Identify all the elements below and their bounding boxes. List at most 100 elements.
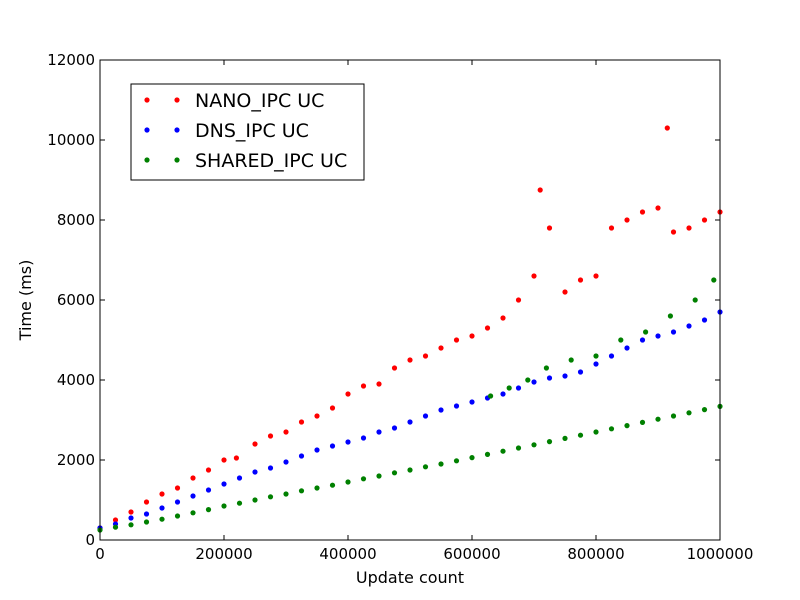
data-point bbox=[252, 469, 258, 475]
data-point bbox=[608, 426, 615, 432]
data-point bbox=[128, 509, 134, 515]
data-point bbox=[692, 297, 698, 303]
data-point bbox=[701, 407, 708, 413]
data-point bbox=[577, 277, 584, 283]
data-point bbox=[667, 313, 674, 319]
data-point bbox=[618, 337, 624, 343]
data-point bbox=[376, 473, 382, 479]
data-point bbox=[174, 485, 181, 491]
data-point bbox=[608, 225, 615, 231]
data-point bbox=[546, 375, 553, 381]
data-point bbox=[360, 476, 367, 482]
data-point bbox=[484, 325, 491, 331]
data-point bbox=[283, 429, 289, 435]
data-point bbox=[236, 475, 243, 481]
x-tick-label: 1000000 bbox=[687, 545, 754, 563]
x-tick-label: 0 bbox=[95, 545, 105, 563]
data-point bbox=[531, 379, 537, 385]
data-point bbox=[376, 381, 382, 387]
data-point bbox=[577, 432, 584, 438]
data-point bbox=[267, 465, 274, 471]
x-tick-label: 200000 bbox=[195, 545, 252, 563]
data-point bbox=[670, 413, 677, 419]
data-point bbox=[221, 503, 227, 509]
y-tick-label: 6000 bbox=[57, 291, 95, 309]
data-point bbox=[546, 439, 553, 445]
data-point bbox=[283, 491, 289, 497]
y-axis-label: Time (ms) bbox=[16, 260, 35, 342]
data-point bbox=[283, 459, 289, 465]
data-point bbox=[484, 451, 491, 457]
data-point bbox=[686, 323, 692, 329]
data-point bbox=[329, 405, 336, 411]
series-0 bbox=[97, 125, 723, 531]
legend-marker-shared-2 bbox=[174, 157, 180, 163]
data-point bbox=[664, 125, 670, 131]
data-point bbox=[391, 365, 398, 371]
data-point bbox=[701, 217, 708, 223]
data-point bbox=[128, 515, 134, 521]
x-axis-label: Update count bbox=[356, 568, 464, 587]
data-point bbox=[469, 333, 475, 339]
data-point bbox=[525, 377, 531, 383]
data-point bbox=[407, 419, 413, 425]
data-point bbox=[624, 217, 630, 223]
data-point bbox=[345, 439, 351, 445]
data-point bbox=[205, 467, 212, 473]
data-point bbox=[236, 500, 243, 506]
data-point bbox=[298, 453, 305, 459]
data-point bbox=[624, 423, 630, 429]
data-point bbox=[686, 225, 692, 231]
y-tick-label: 8000 bbox=[57, 211, 95, 229]
data-point bbox=[190, 475, 196, 481]
data-point bbox=[593, 353, 599, 359]
data-point bbox=[267, 494, 274, 500]
data-point bbox=[453, 337, 460, 343]
axis-ticks bbox=[99, 59, 721, 541]
data-point bbox=[190, 510, 196, 516]
data-point bbox=[639, 209, 646, 215]
data-point bbox=[407, 467, 413, 473]
data-point bbox=[221, 457, 227, 463]
data-point bbox=[205, 507, 212, 513]
data-point bbox=[639, 419, 646, 425]
legend-label-shared: SHARED_IPC UC bbox=[195, 150, 347, 172]
data-point bbox=[391, 470, 398, 476]
data-point bbox=[391, 425, 398, 431]
data-point bbox=[298, 488, 305, 494]
y-tick-label: 0 bbox=[85, 531, 95, 549]
data-point bbox=[701, 317, 708, 323]
data-point bbox=[593, 429, 599, 435]
data-point bbox=[655, 333, 661, 339]
y-tick-label: 4000 bbox=[57, 371, 95, 389]
data-point bbox=[670, 329, 677, 335]
data-point bbox=[159, 505, 165, 511]
data-point bbox=[438, 345, 444, 351]
data-point bbox=[221, 481, 227, 487]
data-point bbox=[500, 448, 506, 454]
data-point bbox=[453, 458, 460, 464]
data-point bbox=[329, 443, 336, 449]
legend-label-nano: NANO_IPC UC bbox=[195, 90, 324, 112]
data-point bbox=[515, 445, 522, 451]
legend-marker-dns-1 bbox=[144, 127, 150, 133]
data-point bbox=[407, 357, 413, 363]
y-tick-label: 2000 bbox=[57, 451, 95, 469]
legend-marker-nano-2 bbox=[174, 97, 180, 103]
x-tick-label: 800000 bbox=[567, 545, 624, 563]
y-tick-label: 12000 bbox=[47, 51, 95, 69]
data-point bbox=[593, 273, 599, 279]
data-point bbox=[655, 205, 661, 211]
data-point bbox=[422, 353, 429, 359]
data-point bbox=[593, 361, 599, 367]
data-point bbox=[298, 419, 305, 425]
legend-marker-nano-1 bbox=[144, 97, 150, 103]
data-point bbox=[422, 464, 429, 470]
data-point bbox=[205, 487, 212, 493]
data-point bbox=[453, 403, 460, 409]
data-point bbox=[562, 373, 568, 379]
data-point bbox=[174, 499, 181, 505]
data-point bbox=[438, 407, 444, 413]
data-point bbox=[143, 499, 150, 505]
series-1 bbox=[97, 309, 723, 531]
